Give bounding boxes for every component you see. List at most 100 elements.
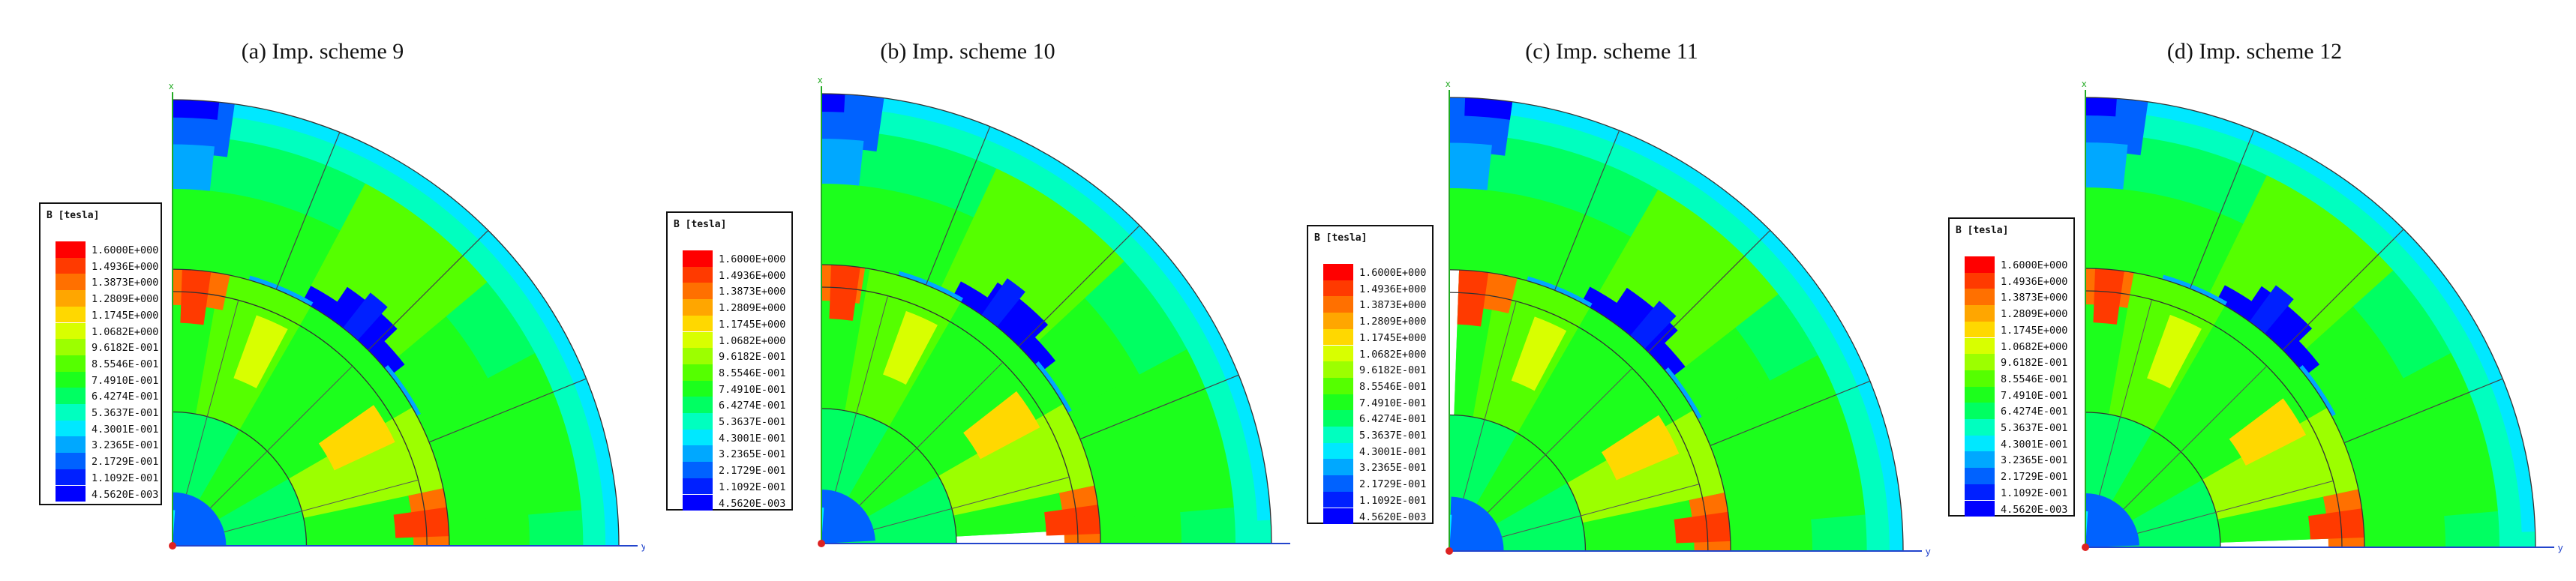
legend-value: 3.2365E-001	[92, 439, 159, 452]
legend-value: 3.2365E-001	[1359, 462, 1427, 475]
legend-entry: 1.1745E+000	[1965, 321, 2085, 338]
legend-swatch	[1965, 272, 1995, 289]
legend-entry: 3.2365E-001	[1323, 459, 1443, 476]
legend-value: 8.5546E-001	[2001, 373, 2068, 385]
legend-swatch	[1323, 508, 1353, 525]
field-hotspot	[1674, 511, 1731, 544]
legend-value: 1.6000E+000	[1359, 267, 1427, 279]
legend-value: 5.3637E-001	[92, 407, 159, 419]
field-region	[2202, 408, 2358, 520]
rotor-division	[1463, 301, 1517, 499]
rotor-division	[873, 477, 1070, 530]
rotor-division	[2099, 299, 2152, 496]
legend-value: 2.1729E-001	[92, 456, 159, 469]
legend-swatch	[1323, 394, 1353, 411]
rotor-division	[859, 361, 1004, 506]
legend-title: B [tesla]	[674, 219, 727, 230]
y-axis-label: y	[641, 541, 645, 552]
legend-swatch	[1323, 442, 1353, 460]
field-region	[1464, 97, 1513, 120]
legend-swatch	[56, 469, 86, 486]
legend-swatch	[1323, 459, 1353, 476]
legend-value: 1.1745E+000	[92, 309, 159, 322]
legend-swatch	[56, 290, 86, 307]
legend-entry: 8.5546E-001	[683, 364, 803, 381]
legend-value: 1.4936E+000	[1359, 283, 1427, 295]
legend-entry: 4.5620E-003	[56, 485, 176, 502]
legend-value: 5.3637E-001	[719, 416, 786, 428]
field-region	[233, 315, 288, 388]
legend-value: 7.4910E-001	[2001, 389, 2068, 402]
legend-value: 3.2365E-001	[2001, 454, 2068, 467]
field-region	[821, 139, 864, 186]
legend-value: 7.4910E-001	[92, 374, 159, 387]
motor-cross-section: yx	[169, 80, 645, 552]
legend-entry: 9.6182E-001	[56, 339, 176, 355]
legend-entry: 4.3001E-001	[56, 420, 176, 437]
legend-swatch	[683, 445, 713, 463]
legend-value: 7.4910E-001	[719, 383, 786, 396]
origin-marker	[169, 542, 176, 550]
field-region	[1449, 142, 1492, 190]
legend-swatch	[56, 453, 86, 469]
legend-entry: 8.5546E-001	[56, 355, 176, 372]
legend-swatch	[1323, 328, 1353, 346]
panel-title: (d) Imp. scheme 12	[2166, 39, 2343, 64]
legend-entry: 1.4936E+000	[56, 257, 176, 274]
field-legend: B [tesla] 1.6000E+000 1.4936E+000 1.3873E+…	[39, 202, 162, 505]
field-region	[1511, 316, 1567, 391]
legend-entry: 4.5620E-003	[1323, 508, 1443, 525]
field-hotspot	[1044, 505, 1100, 536]
field-region	[288, 407, 443, 518]
legend-entry: 4.5620E-003	[1965, 500, 2085, 517]
legend-swatch	[683, 429, 713, 446]
legend-value: 1.3873E+000	[92, 277, 159, 289]
legend-swatch	[1965, 337, 1995, 355]
origin-marker	[818, 540, 825, 547]
legend-entry: 4.3001E-001	[1323, 442, 1443, 460]
rotor-division	[1487, 367, 1633, 514]
legend-value: 6.4274E-001	[1359, 413, 1427, 426]
stator-division	[2189, 130, 2255, 289]
legend-entry: 7.4910E-001	[1323, 394, 1443, 411]
legend-entry: 1.4936E+000	[1323, 280, 1443, 297]
legend-swatch	[1323, 491, 1353, 508]
legend-entry: 6.4274E-001	[683, 397, 803, 413]
field-region	[318, 405, 395, 471]
legend-swatch	[1965, 500, 1995, 517]
rotor-division	[210, 365, 353, 508]
legend-swatch	[683, 397, 713, 413]
legend-entry: 1.1092E-001	[1965, 484, 2085, 501]
legend-entry: 2.1729E-001	[56, 453, 176, 469]
legend-swatch	[1323, 427, 1353, 443]
legend-swatch	[1965, 435, 1995, 452]
legend-value: 9.6182E-001	[92, 342, 159, 355]
legend-entry: 7.4910E-001	[683, 380, 803, 397]
field-region	[1449, 97, 1903, 551]
motor-cross-section: yx	[818, 74, 1290, 547]
legend-swatch	[56, 355, 86, 372]
legend-value: 1.4936E+000	[2001, 275, 2068, 288]
legend-value: 4.5620E-003	[1359, 511, 1427, 523]
field-legend: B [tesla] 1.6000E+000 1.4936E+000 1.3873E+…	[666, 211, 793, 511]
legend-swatch	[1965, 256, 1995, 273]
legend-entry: 7.4910E-001	[56, 371, 176, 388]
legend-swatch	[683, 413, 713, 430]
legend-swatch	[56, 339, 86, 355]
legend-value: 1.0682E+000	[92, 325, 159, 338]
legend-entry: 1.3873E+000	[683, 283, 803, 300]
legend-value: 1.6000E+000	[719, 253, 786, 265]
legend-value: 1.1092E-001	[1359, 494, 1427, 507]
legend-entry: 3.2365E-001	[56, 436, 176, 454]
legend-value: 9.6182E-001	[2001, 357, 2068, 370]
legend-entry: 2.1729E-001	[1965, 468, 2085, 484]
legend-swatch	[1965, 289, 1995, 306]
legend-swatch	[683, 494, 713, 511]
legend-swatch	[1965, 419, 1995, 436]
legend-swatch	[1965, 370, 1995, 387]
legend-swatch	[1965, 451, 1995, 469]
legend-value: 3.2365E-001	[719, 448, 786, 461]
legend-entry: 3.2365E-001	[683, 445, 803, 463]
legend-value: 6.4274E-001	[92, 391, 159, 403]
